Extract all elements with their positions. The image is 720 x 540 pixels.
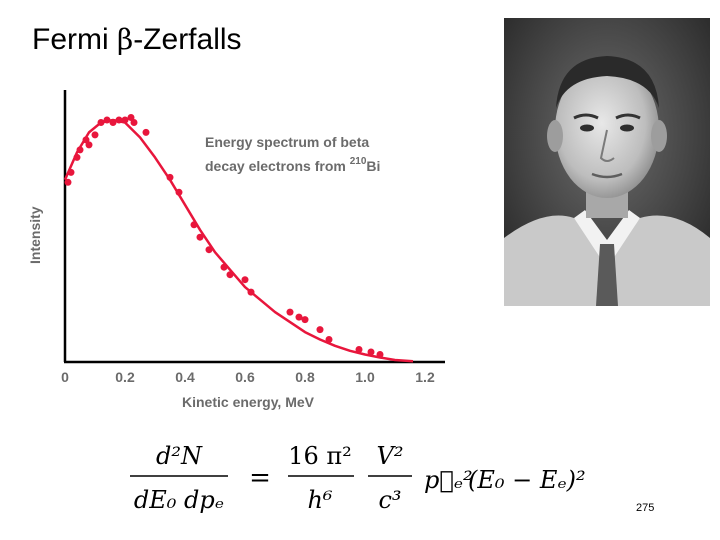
data-point	[103, 116, 111, 124]
x-axis-label: Kinetic energy, MeV	[182, 394, 315, 410]
formula-energy-term: (E₀ − Eₑ)²	[468, 466, 586, 494]
x-tick-label: 0.4	[175, 369, 195, 385]
x-tick-label: 1.2	[415, 369, 435, 385]
page-number: 275	[636, 502, 655, 514]
data-point	[91, 131, 99, 139]
data-point	[64, 178, 72, 186]
data-point	[190, 221, 198, 229]
hair	[556, 56, 659, 108]
left-ear	[547, 120, 563, 152]
data-points-layer	[64, 114, 384, 358]
annotation-element: Bi	[366, 158, 380, 174]
right-ear	[651, 120, 667, 152]
data-point	[205, 246, 213, 254]
nose	[599, 129, 615, 162]
data-point	[67, 168, 75, 176]
data-point	[295, 313, 303, 321]
x-tick-labels: 0 0.2 0.4 0.6 0.8 1.0 1.2	[61, 369, 435, 385]
data-point	[241, 276, 249, 284]
data-point	[166, 173, 174, 181]
data-point	[316, 326, 324, 334]
data-point	[376, 351, 384, 358]
mouth	[591, 172, 623, 179]
annotation-isotope-mass: 210	[350, 156, 367, 167]
x-tick-label: 0.8	[295, 369, 315, 385]
right-eye	[620, 124, 634, 132]
shirt-collar	[574, 210, 640, 268]
formula-equals: =	[249, 463, 271, 493]
data-point	[73, 153, 81, 161]
data-point	[175, 188, 183, 196]
tie	[596, 244, 618, 306]
data-point	[367, 348, 375, 356]
x-tick-label: 0	[61, 369, 69, 385]
annotation-line-2: decay electrons from 210Bi	[205, 156, 380, 174]
title-suffix: -Zerfalls	[133, 23, 242, 56]
data-point	[196, 233, 204, 241]
data-point	[97, 119, 105, 126]
annotation-text: decay electrons from	[205, 158, 346, 174]
formula-v-denominator: c³	[378, 486, 401, 514]
data-point	[355, 346, 363, 353]
chart-axes	[63, 90, 445, 364]
x-tick-label: 0.2	[115, 369, 135, 385]
formula-lhs-numerator: d²N	[156, 442, 203, 470]
title-prefix: Fermi	[32, 23, 117, 56]
data-point	[247, 288, 255, 296]
portrait-photo	[504, 18, 710, 306]
formula-coef-numerator: 16 π²	[288, 442, 352, 470]
data-point	[130, 119, 138, 126]
left-brow	[573, 113, 599, 120]
data-point	[121, 116, 129, 124]
x-tick-label: 1.0	[355, 369, 375, 385]
data-point	[85, 141, 93, 149]
fermi-formula: d²N dE₀ dpₑ = 16 π² h⁶ V² c³ p⃗ₑ² (E₀ − …	[120, 432, 640, 522]
left-eye	[580, 124, 594, 132]
annotation-line-1: Energy spectrum of beta	[205, 134, 369, 150]
data-point	[220, 263, 228, 271]
y-axis-label: Intensity	[27, 206, 43, 264]
data-point	[142, 128, 150, 136]
data-point	[76, 146, 84, 154]
data-point	[109, 119, 117, 126]
x-tick-label: 0.6	[235, 369, 255, 385]
formula-lhs-denominator: dE₀ dpₑ	[134, 486, 224, 514]
formula-momentum-term: p⃗ₑ²	[424, 466, 473, 494]
title-greek-beta: β	[117, 23, 134, 56]
data-point	[301, 316, 309, 324]
data-point	[325, 336, 333, 343]
data-point	[115, 116, 123, 124]
data-point	[286, 308, 294, 316]
slide-title: Fermi β-Zerfalls	[32, 20, 242, 60]
data-point	[226, 271, 234, 279]
formula-coef-denominator: h⁶	[307, 486, 332, 514]
formula-v-numerator: V²	[377, 442, 404, 470]
beta-spectrum-chart: 0 0.2 0.4 0.6 0.8 1.0 1.2 Intensity Kinetic en…	[27, 90, 445, 410]
right-brow	[615, 113, 641, 120]
